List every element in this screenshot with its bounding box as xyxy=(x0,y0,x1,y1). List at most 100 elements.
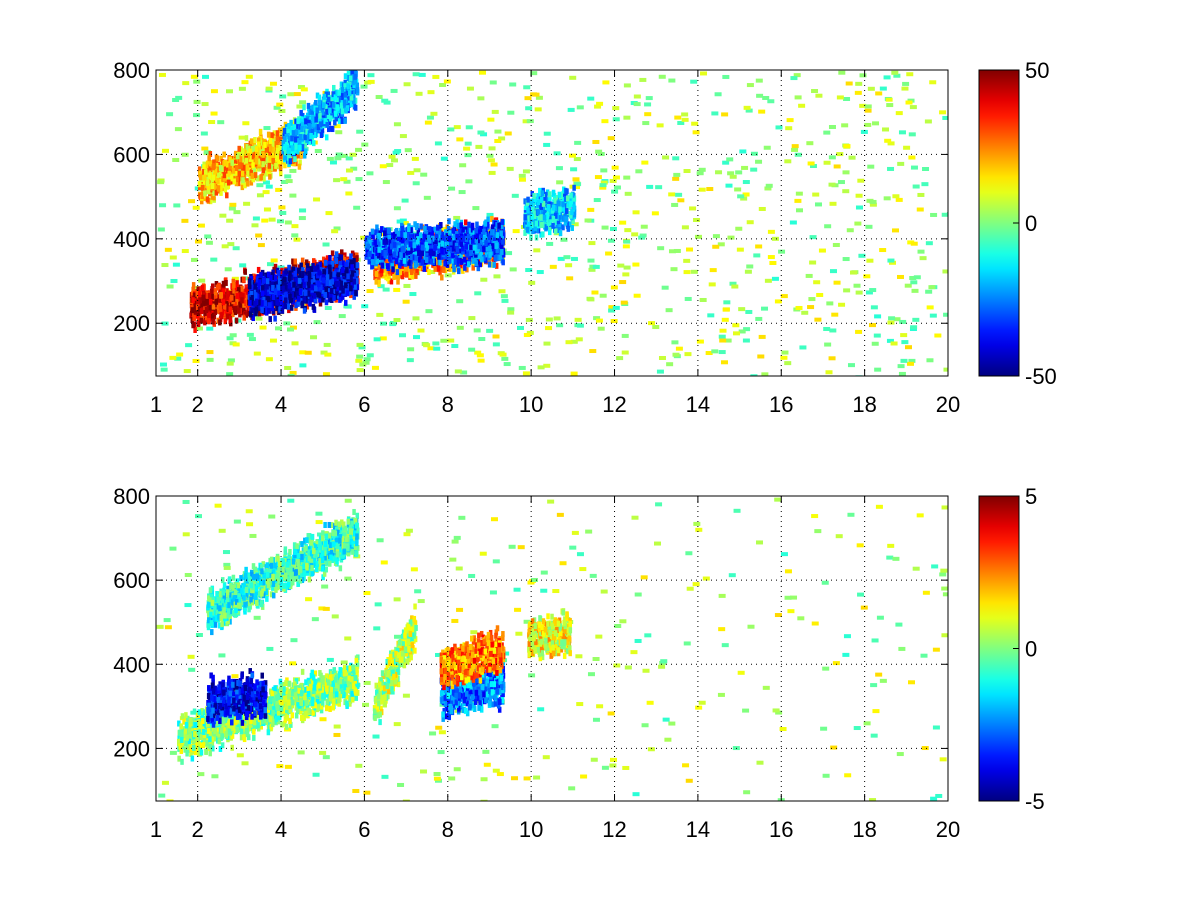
heatmap-cell xyxy=(572,177,580,182)
heatmap-cell xyxy=(181,152,189,157)
heatmap-cell xyxy=(312,292,317,299)
heatmap-cell xyxy=(910,241,918,246)
heatmap-cell xyxy=(197,223,205,228)
heatmap-cell xyxy=(310,335,318,340)
heatmap-cell xyxy=(525,268,533,273)
heatmap-cell xyxy=(922,167,930,172)
heatmap-cell xyxy=(350,166,358,171)
heatmap-cell xyxy=(699,297,707,302)
heatmap-cell xyxy=(522,169,530,174)
heatmap-cell xyxy=(574,317,582,322)
heatmap-cell xyxy=(898,371,906,376)
heatmap-cell xyxy=(771,236,779,241)
heatmap-cell xyxy=(744,269,752,274)
heatmap-cell xyxy=(507,110,515,115)
heatmap-cell xyxy=(681,112,689,117)
heatmap-cell xyxy=(707,313,715,318)
heatmap-cell xyxy=(612,305,620,310)
heatmap-cell xyxy=(281,285,285,292)
heatmap-cell xyxy=(722,307,730,312)
heatmap-cell xyxy=(665,308,673,313)
heatmap-cell xyxy=(396,274,400,281)
heatmap-cell xyxy=(232,285,236,292)
heatmap-cell xyxy=(260,285,265,292)
heatmap-cell xyxy=(294,267,299,274)
heatmap-cell xyxy=(280,269,284,276)
heatmap-cell xyxy=(486,328,494,333)
heatmap-cell xyxy=(251,223,259,228)
heatmap-cell xyxy=(242,304,246,311)
heatmap-cell xyxy=(164,247,172,252)
heatmap-cell xyxy=(617,263,625,268)
heatmap-cell xyxy=(806,141,814,146)
heatmap-cell xyxy=(404,271,409,278)
heatmap-cell xyxy=(213,288,218,295)
heatmap-cell xyxy=(300,257,305,264)
heatmap-cell xyxy=(477,358,485,363)
heatmap-cell xyxy=(200,131,208,136)
heatmap-cell xyxy=(390,158,398,163)
heatmap-cell xyxy=(746,264,754,269)
heatmap-cell xyxy=(330,296,334,303)
heatmap-cell xyxy=(533,248,541,253)
heatmap-cell xyxy=(506,166,514,171)
heatmap-cell xyxy=(229,202,237,207)
heatmap-cell xyxy=(828,182,836,187)
heatmap-cell xyxy=(512,229,520,234)
heatmap-cell xyxy=(333,275,337,282)
heatmap-cell xyxy=(755,316,763,321)
heatmap-cell xyxy=(355,262,360,269)
heatmap-cell xyxy=(330,278,335,285)
heatmap-cell xyxy=(343,252,347,259)
heatmap-cell xyxy=(739,149,747,154)
heatmap-cell xyxy=(313,296,318,303)
heatmap-cell xyxy=(199,317,204,324)
heatmap-cell xyxy=(334,251,339,258)
heatmap-cell xyxy=(501,226,506,233)
heatmap-cell xyxy=(465,125,473,130)
heatmap-cell xyxy=(230,294,234,301)
heatmap-cell xyxy=(284,174,292,179)
heatmap-cell xyxy=(217,120,225,125)
heatmap-cell xyxy=(767,99,775,104)
heatmap-cell xyxy=(700,71,708,76)
heatmap-cell xyxy=(490,215,494,222)
heatmap-cell xyxy=(316,272,320,279)
heatmap-cell xyxy=(309,266,314,273)
heatmap-cell xyxy=(897,161,905,166)
heatmap-cell xyxy=(525,317,533,322)
heatmap-cell xyxy=(208,304,212,311)
heatmap-cell xyxy=(399,134,407,139)
heatmap-cell xyxy=(379,336,387,341)
heatmap-cell xyxy=(344,282,348,289)
heatmap-cell xyxy=(238,135,246,140)
heatmap-cell xyxy=(245,74,253,79)
heatmap-cell xyxy=(812,192,820,197)
heatmap-cell xyxy=(886,338,894,343)
heatmap-cell xyxy=(727,171,735,176)
heatmap-cell xyxy=(832,242,840,247)
heatmap-cell xyxy=(471,264,475,271)
heatmap-cell xyxy=(463,146,471,151)
heatmap-cell xyxy=(313,197,321,202)
heatmap-cell xyxy=(492,342,500,347)
heatmap-cell xyxy=(670,267,678,272)
heatmap-cell xyxy=(330,275,334,282)
heatmap-cell xyxy=(565,340,573,345)
heatmap-cell xyxy=(283,297,288,304)
heatmap-cell xyxy=(387,268,392,275)
heatmap-cell xyxy=(807,161,815,166)
heatmap-cell xyxy=(929,313,937,318)
heatmap-cell xyxy=(245,310,249,317)
heatmap-cell xyxy=(262,296,266,303)
heatmap-cell xyxy=(257,283,262,290)
heatmap-cell xyxy=(306,279,311,286)
heatmap-cell xyxy=(591,290,599,295)
heatmap-cell xyxy=(309,292,314,299)
heatmap-cell xyxy=(661,285,669,290)
heatmap-cell xyxy=(283,286,287,293)
heatmap-cell xyxy=(293,263,298,270)
heatmap-cell xyxy=(588,267,596,272)
heatmap-cell xyxy=(232,281,236,288)
